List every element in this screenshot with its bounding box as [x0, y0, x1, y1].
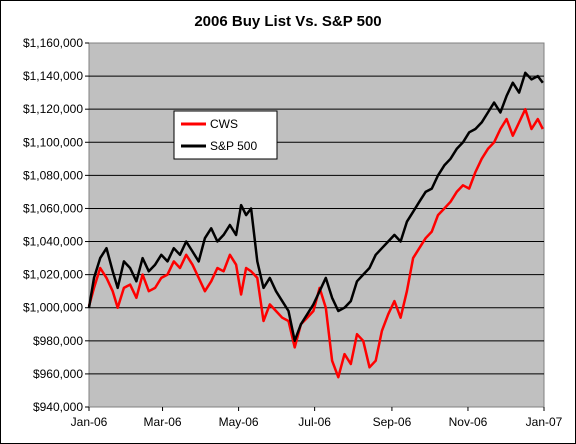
x-tick-label: Jan-07	[526, 415, 563, 429]
y-tick-label: $1,020,000	[23, 268, 83, 282]
y-tick-label: $1,080,000	[23, 168, 83, 182]
legend-label-cws: CWS	[210, 117, 238, 131]
x-tick-label: Mar-06	[144, 415, 182, 429]
y-tick-label: $960,000	[33, 367, 83, 381]
x-tick-label: Nov-06	[449, 415, 488, 429]
y-tick-label: $940,000	[33, 400, 83, 414]
series-lines	[87, 71, 544, 379]
y-tick-label: $1,100,000	[23, 135, 83, 149]
plot-area	[88, 42, 545, 408]
x-tick-label: May-06	[219, 415, 259, 429]
chart-title: 2006 Buy List Vs. S&P 500	[194, 13, 381, 30]
y-tick-label: $1,140,000	[23, 69, 83, 83]
x-tick-label: Sep-06	[373, 415, 412, 429]
y-tick-label: $1,120,000	[23, 102, 83, 116]
x-tick-label: Jan-06	[71, 415, 108, 429]
x-tick-label: Jul-06	[298, 415, 331, 429]
y-tick-label: $980,000	[33, 334, 83, 348]
y-tick-label: $1,000,000	[23, 301, 83, 315]
series-line-sp500	[87, 71, 544, 343]
x-axis: Jan-06 Mar-06 May-06 Jul-06 Sep-06 Nov-06 Jan-…	[71, 407, 563, 429]
y-tick-label: $1,060,000	[23, 201, 83, 215]
y-tick-label: $1,160,000	[23, 36, 83, 50]
series-line-cws	[87, 107, 544, 379]
legend-label-sp500: S&P 500	[210, 139, 257, 153]
y-axis: $940,000 $960,000 $980,000 $1,000,000 $1,020…	[23, 36, 89, 414]
legend-box	[173, 110, 278, 160]
y-tick-label: $1,040,000	[23, 235, 83, 249]
legend: CWS S&P 500	[173, 110, 278, 160]
